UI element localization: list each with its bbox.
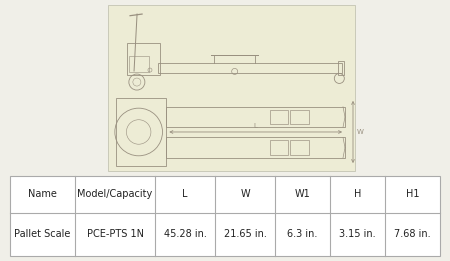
Bar bbox=[270, 110, 288, 124]
Text: H1: H1 bbox=[406, 189, 419, 199]
Bar bbox=[290, 110, 309, 124]
Bar bbox=[290, 140, 309, 155]
Text: W1: W1 bbox=[295, 189, 310, 199]
Text: Model/Capacity: Model/Capacity bbox=[77, 189, 153, 199]
Text: Name: Name bbox=[28, 189, 57, 199]
Text: W: W bbox=[357, 129, 364, 135]
Text: H: H bbox=[354, 189, 361, 199]
Text: 45.28 in.: 45.28 in. bbox=[163, 229, 207, 239]
Bar bbox=[10, 176, 440, 256]
Bar bbox=[270, 140, 288, 155]
Bar bbox=[129, 56, 148, 72]
Bar bbox=[127, 43, 160, 75]
Text: PCE-PTS 1N: PCE-PTS 1N bbox=[86, 229, 144, 239]
Bar bbox=[108, 5, 355, 171]
Text: 21.65 in.: 21.65 in. bbox=[224, 229, 266, 239]
Text: Pallet Scale: Pallet Scale bbox=[14, 229, 71, 239]
Bar bbox=[166, 107, 345, 127]
Bar bbox=[158, 63, 342, 73]
Text: L: L bbox=[254, 123, 258, 129]
Bar bbox=[166, 138, 345, 158]
Bar bbox=[116, 98, 166, 166]
Text: W: W bbox=[240, 189, 250, 199]
Text: 3.15 in.: 3.15 in. bbox=[339, 229, 376, 239]
Bar bbox=[338, 61, 344, 75]
Text: 7.68 in.: 7.68 in. bbox=[394, 229, 431, 239]
Text: 6.3 in.: 6.3 in. bbox=[287, 229, 318, 239]
Text: L: L bbox=[182, 189, 188, 199]
